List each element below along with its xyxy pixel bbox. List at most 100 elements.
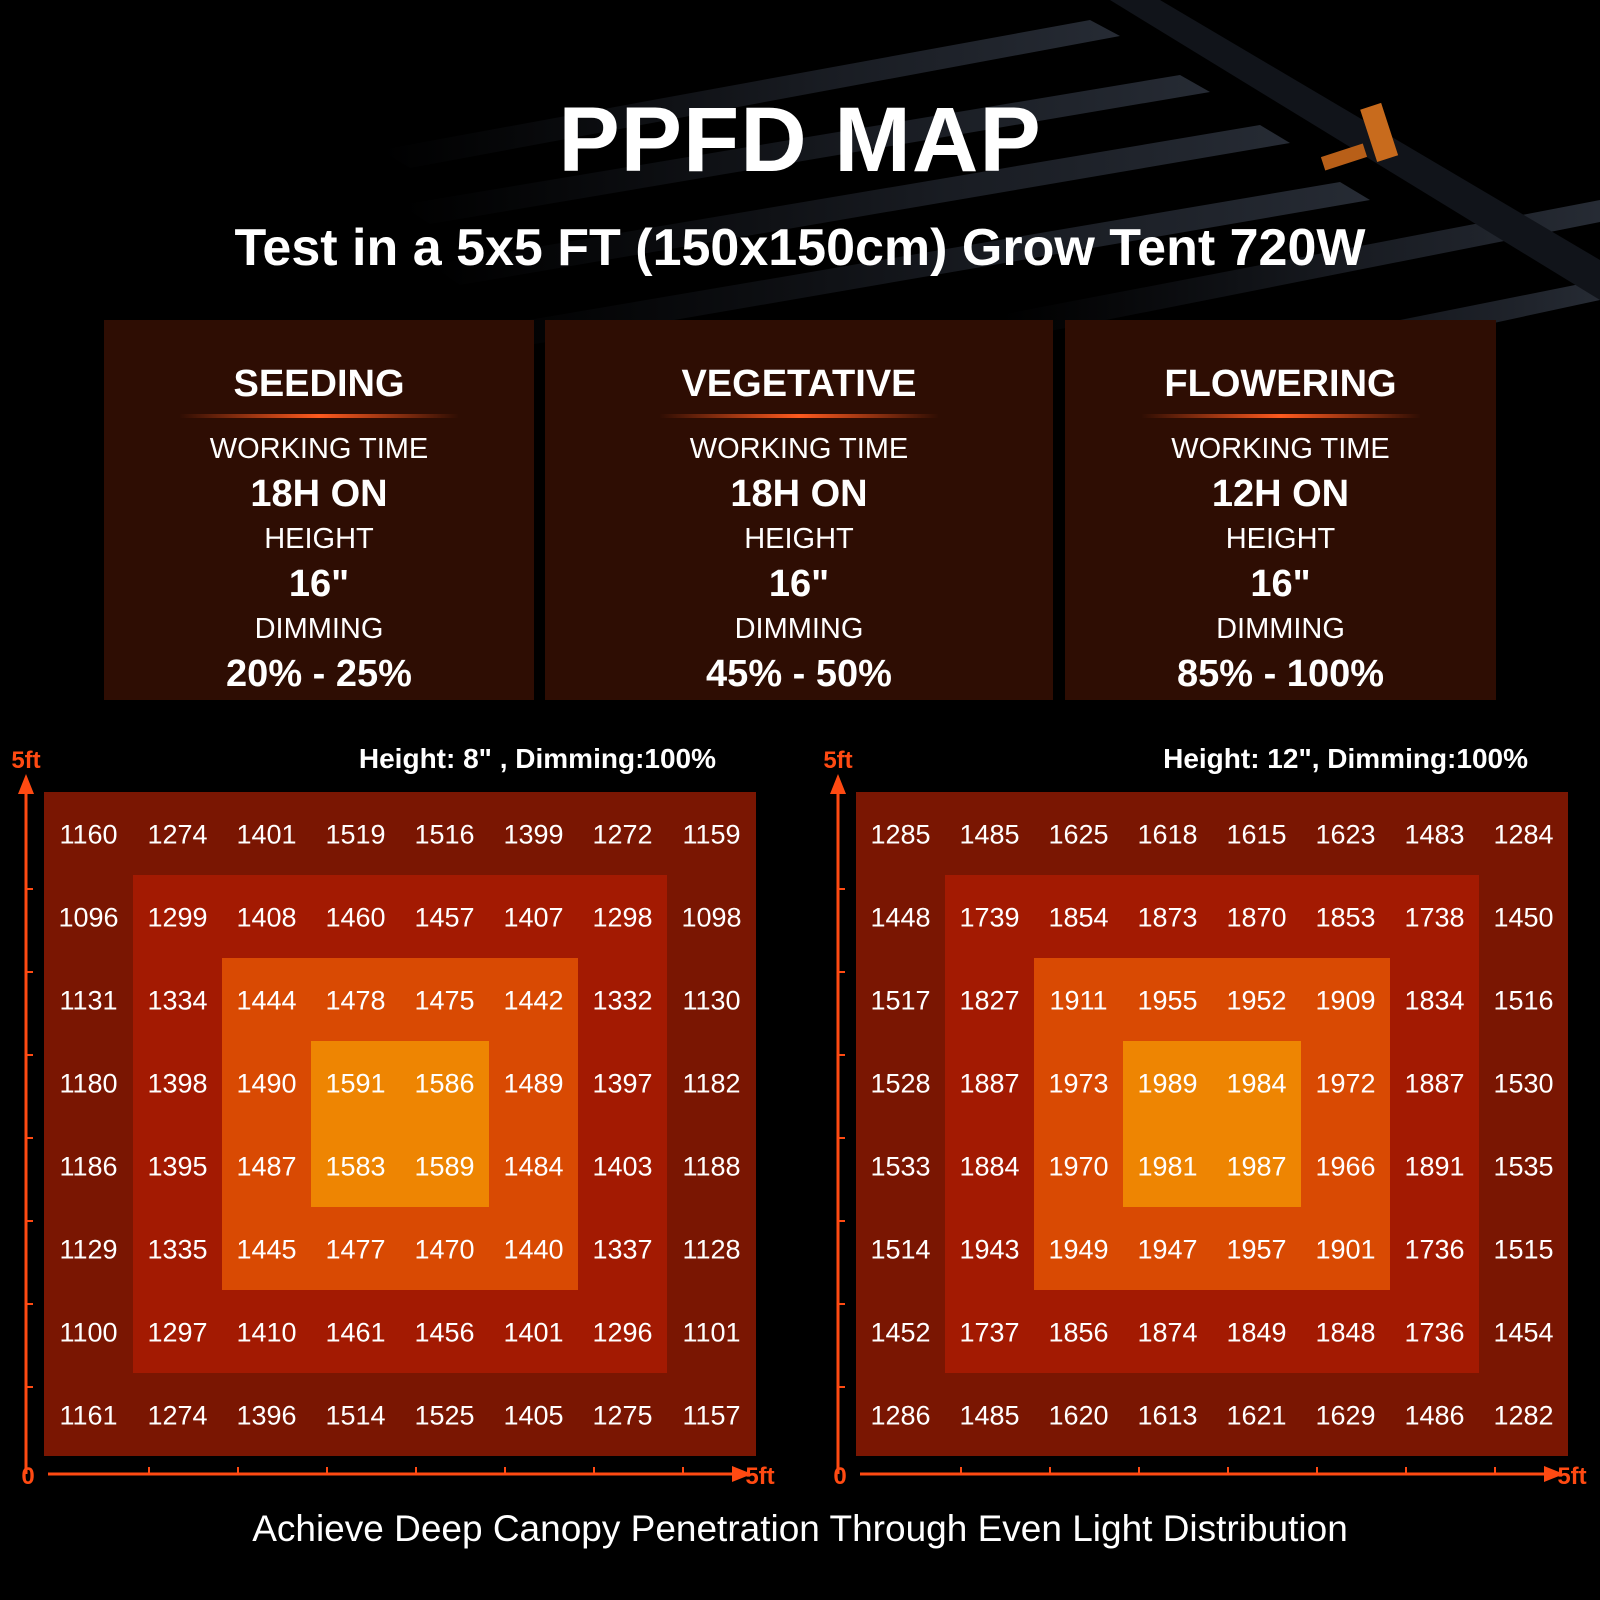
heatmap-cell-value: 1444 xyxy=(236,986,296,1016)
heatmap-cell-value: 1972 xyxy=(1315,1069,1375,1099)
heatmap-cell-value: 1401 xyxy=(236,820,296,850)
heatmap-cell-value: 1334 xyxy=(147,986,207,1016)
heatmap-cell-value: 1620 xyxy=(1048,1401,1108,1431)
heatmap-cell-value: 1395 xyxy=(147,1152,207,1182)
heatmap-cell-value: 1517 xyxy=(870,986,930,1016)
heatmap-cell-value: 1736 xyxy=(1404,1318,1464,1348)
fixture-bracket xyxy=(1360,102,1399,163)
heatmap-cell-value: 1884 xyxy=(959,1152,1019,1182)
heatmap-cell-value: 1528 xyxy=(870,1069,930,1099)
heatmap-cell-value: 1452 xyxy=(870,1318,930,1348)
dimming-label: DIMMING xyxy=(254,613,384,645)
heatmap-cell-value: 1873 xyxy=(1137,903,1197,933)
heatmap-cell-value: 1161 xyxy=(59,1401,117,1431)
heatmap-cell-value: 1410 xyxy=(236,1318,296,1348)
heatmap-cell-value: 1186 xyxy=(59,1152,117,1182)
heatmap-1: 1160 1274 1401 1519 1516 1399 1272 1159 1096 1299… xyxy=(11,743,774,1490)
heatmap-cell-value: 1591 xyxy=(325,1069,385,1099)
heatmap-cell-value: 1583 xyxy=(325,1152,385,1182)
y-axis-arrow xyxy=(18,774,34,794)
page-title: PPFD MAP xyxy=(558,89,1042,191)
heatmap-cell-value: 1854 xyxy=(1048,903,1108,933)
heatmap-cell-value: 1296 xyxy=(592,1318,652,1348)
heatmap-cell-value: 1098 xyxy=(681,903,741,933)
heatmap-title: Height: 12", Dimming:100% xyxy=(1163,743,1528,774)
heatmap-cell-value: 1621 xyxy=(1226,1401,1286,1431)
heatmap-cell-value: 1445 xyxy=(236,1235,296,1265)
dimming-label: DIMMING xyxy=(1216,613,1345,645)
heatmap-cell-value: 1405 xyxy=(503,1401,563,1431)
heatmap-cell-value: 1274 xyxy=(147,820,207,850)
heatmap-cell-value: 1448 xyxy=(870,903,930,933)
heatmap-cell-value: 1485 xyxy=(959,1401,1019,1431)
heatmap-cell-value: 1160 xyxy=(59,820,117,850)
y-axis-arrow xyxy=(830,774,846,794)
working-time-value: 12H ON xyxy=(1211,473,1350,515)
heatmap-cell-value: 1101 xyxy=(682,1318,740,1348)
heatmap-cell-value: 1157 xyxy=(682,1401,740,1431)
heatmap-cell-value: 1586 xyxy=(414,1069,474,1099)
heatmap-cell-value: 1485 xyxy=(959,820,1019,850)
dimming-value: 45% - 50% xyxy=(706,653,892,695)
heatmap-cell-value: 1096 xyxy=(58,903,118,933)
stage-card-vegetative: VEGETATIVE WORKING TIME 18H ON HEIGHT 16… xyxy=(545,320,1053,700)
heatmap-cell-value: 1486 xyxy=(1404,1401,1464,1431)
heatmap-cell-value: 1901 xyxy=(1315,1235,1375,1265)
heatmap-cell-value: 1456 xyxy=(414,1318,474,1348)
heatmap-cell-value: 1947 xyxy=(1137,1235,1197,1265)
heatmap-cell-value: 1470 xyxy=(414,1235,474,1265)
footer-tagline: Achieve Deep Canopy Penetration Through … xyxy=(252,1508,1348,1549)
heatmap-cell-value: 1738 xyxy=(1404,903,1464,933)
heatmap-cell-value: 1398 xyxy=(147,1069,207,1099)
heatmap-cell-value: 1180 xyxy=(59,1069,117,1099)
stage-card-seeding: SEEDING WORKING TIME 18H ON HEIGHT 16" D… xyxy=(104,320,534,700)
heatmap-cell-value: 1516 xyxy=(1493,986,1553,1016)
heatmap-cell-value: 1887 xyxy=(959,1069,1019,1099)
heatmap-cell-value: 1849 xyxy=(1226,1318,1286,1348)
heatmap-cell-value: 1335 xyxy=(147,1235,207,1265)
x-axis-arrow xyxy=(1544,1466,1564,1482)
heatmap-cell-value: 1396 xyxy=(236,1401,296,1431)
heatmap-cell-value: 1401 xyxy=(503,1318,563,1348)
x-axis-arrow xyxy=(732,1466,752,1482)
heatmap-cell-value: 1100 xyxy=(59,1318,117,1348)
heatmap-cell-value: 1131 xyxy=(59,986,117,1016)
heatmap-cell-value: 1891 xyxy=(1404,1152,1464,1182)
heatmap-cell-value: 1284 xyxy=(1493,820,1553,850)
heatmap-cell-value: 1490 xyxy=(236,1069,296,1099)
heatmap-cell-value: 1870 xyxy=(1226,903,1286,933)
heatmap-cell-value: 1159 xyxy=(682,820,740,850)
heatmap-cell-value: 1848 xyxy=(1315,1318,1375,1348)
heatmap-cell-value: 1275 xyxy=(592,1401,652,1431)
heatmap-cell-value: 1299 xyxy=(147,903,207,933)
heatmap-cell-value: 1618 xyxy=(1137,820,1197,850)
heatmap-cell-value: 1943 xyxy=(959,1235,1019,1265)
heatmap-cell-value: 1484 xyxy=(503,1152,563,1182)
stage-name: VEGETATIVE xyxy=(681,363,917,405)
dimming-label: DIMMING xyxy=(734,613,864,645)
heatmap-cell-value: 1129 xyxy=(59,1235,117,1265)
heatmap-cell-value: 1535 xyxy=(1493,1152,1553,1182)
heatmap-cell-value: 1970 xyxy=(1048,1152,1108,1182)
heatmap-cell-value: 1516 xyxy=(414,820,474,850)
heatmap-cell-value: 1460 xyxy=(325,903,385,933)
heatmap-cell-value: 1909 xyxy=(1315,986,1375,1016)
heatmap-cell-value: 1450 xyxy=(1493,903,1553,933)
heatmap-cell-value: 1440 xyxy=(503,1235,563,1265)
working-time-value: 18H ON xyxy=(250,473,388,515)
heatmap-cell-value: 1130 xyxy=(682,986,740,1016)
heatmap-cell-value: 1487 xyxy=(236,1152,296,1182)
heatmap-cell-value: 1454 xyxy=(1493,1318,1553,1348)
heatmap-2: 1285 1485 1625 1618 1615 1623 1483 1284 1448 1739… xyxy=(823,743,1586,1490)
heatmap-cell-value: 1533 xyxy=(870,1152,930,1182)
x-axis-max-label: 5ft xyxy=(1557,1463,1586,1490)
heatmap-cell-value: 1530 xyxy=(1493,1069,1553,1099)
heatmap-cell-value: 1442 xyxy=(503,986,563,1016)
stage-divider xyxy=(1140,414,1421,418)
heatmap-ring-4 xyxy=(1123,1041,1301,1207)
heatmap-cell-value: 1461 xyxy=(325,1318,385,1348)
heatmap-cell-value: 1981 xyxy=(1137,1152,1197,1182)
heatmap-cell-value: 1188 xyxy=(682,1152,740,1182)
height-value: 16" xyxy=(768,563,830,605)
heatmap-cell-value: 1397 xyxy=(592,1069,652,1099)
